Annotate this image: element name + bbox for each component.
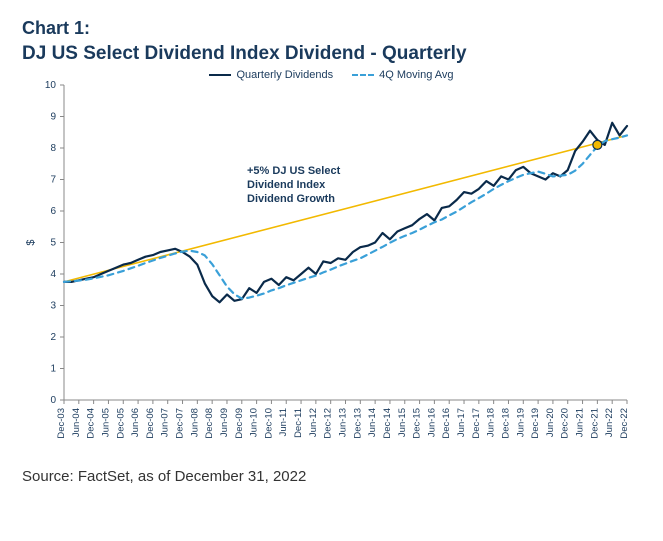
trend-annotation: +5% DJ US Select Dividend Index Dividend… — [247, 165, 357, 206]
svg-text:Dec-06: Dec-06 — [145, 408, 156, 439]
legend-swatch-1 — [209, 74, 231, 76]
svg-text:0: 0 — [50, 395, 56, 406]
svg-text:Jun-04: Jun-04 — [71, 408, 82, 437]
svg-text:4: 4 — [50, 269, 56, 280]
svg-text:Dec-16: Dec-16 — [441, 408, 452, 439]
svg-text:Jun-14: Jun-14 — [367, 408, 378, 437]
legend-label-2: 4Q Moving Avg — [379, 69, 453, 81]
svg-text:10: 10 — [45, 80, 57, 91]
svg-text:2: 2 — [50, 332, 56, 343]
svg-text:Jun-16: Jun-16 — [426, 408, 437, 437]
svg-text:Jun-13: Jun-13 — [338, 408, 349, 437]
svg-text:1: 1 — [50, 364, 56, 375]
legend-item-series1: Quarterly Dividends — [209, 69, 333, 81]
svg-text:Dec-21: Dec-21 — [589, 408, 600, 439]
svg-text:Dec-17: Dec-17 — [471, 408, 482, 439]
svg-text:Dec-15: Dec-15 — [412, 408, 423, 439]
svg-text:Jun-05: Jun-05 — [100, 408, 111, 437]
legend-item-series2: 4Q Moving Avg — [352, 69, 453, 81]
svg-text:Jun-06: Jun-06 — [130, 408, 141, 437]
svg-text:Dec-22: Dec-22 — [619, 408, 630, 439]
svg-text:Dec-04: Dec-04 — [86, 408, 97, 439]
legend-label-1: Quarterly Dividends — [236, 69, 333, 81]
svg-text:Jun-07: Jun-07 — [160, 408, 171, 437]
svg-text:Jun-22: Jun-22 — [604, 408, 615, 437]
svg-text:Dec-13: Dec-13 — [352, 408, 363, 439]
svg-text:Dec-12: Dec-12 — [323, 408, 334, 439]
svg-text:Dec-10: Dec-10 — [263, 408, 274, 439]
svg-text:7: 7 — [50, 175, 56, 186]
svg-text:Jun-11: Jun-11 — [278, 408, 289, 436]
chart-supertitle: Chart 1: — [22, 18, 641, 39]
svg-text:Jun-17: Jun-17 — [456, 408, 467, 437]
svg-text:Jun-21: Jun-21 — [575, 408, 586, 437]
svg-text:Jun-20: Jun-20 — [545, 408, 556, 437]
svg-text:Dec-05: Dec-05 — [115, 408, 126, 439]
svg-text:9: 9 — [50, 112, 56, 123]
svg-text:Jun-18: Jun-18 — [486, 408, 497, 437]
svg-text:Dec-07: Dec-07 — [175, 408, 186, 439]
svg-text:5: 5 — [50, 238, 56, 249]
chart-source: Source: FactSet, as of December 31, 2022 — [22, 468, 641, 485]
chart-svg: 0 1 2 3 4 5 6 7 8 9 10 $ Dec-03 Jun-04 Dec-04Jun-05 Dec… — [22, 67, 637, 462]
legend-swatch-2 — [352, 74, 374, 76]
chart-container: Quarterly Dividends 4Q Moving Avg 0 1 2 3 4 5… — [22, 67, 641, 462]
svg-text:3: 3 — [50, 301, 56, 312]
svg-text:Dec-09: Dec-09 — [234, 408, 245, 439]
svg-text:Dec-03: Dec-03 — [56, 408, 67, 439]
svg-text:8: 8 — [50, 143, 56, 154]
svg-text:Dec-19: Dec-19 — [530, 408, 541, 439]
svg-text:Dec-18: Dec-18 — [500, 408, 511, 439]
chart-title: DJ US Select Dividend Index Dividend - Q… — [22, 43, 641, 65]
svg-text:Jun-12: Jun-12 — [308, 408, 319, 437]
svg-text:Jun-15: Jun-15 — [397, 408, 408, 437]
legend: Quarterly Dividends 4Q Moving Avg — [22, 67, 641, 81]
svg-text:6: 6 — [50, 206, 56, 217]
svg-text:$: $ — [25, 239, 37, 245]
svg-text:Jun-10: Jun-10 — [249, 408, 260, 437]
svg-text:Dec-11: Dec-11 — [293, 408, 304, 438]
svg-text:Jun-08: Jun-08 — [189, 408, 200, 437]
svg-text:Dec-08: Dec-08 — [204, 408, 215, 439]
svg-text:Dec-20: Dec-20 — [560, 408, 571, 439]
svg-text:Jun-09: Jun-09 — [219, 408, 230, 437]
svg-text:Dec-14: Dec-14 — [382, 408, 393, 439]
svg-text:Jun-19: Jun-19 — [515, 408, 526, 437]
